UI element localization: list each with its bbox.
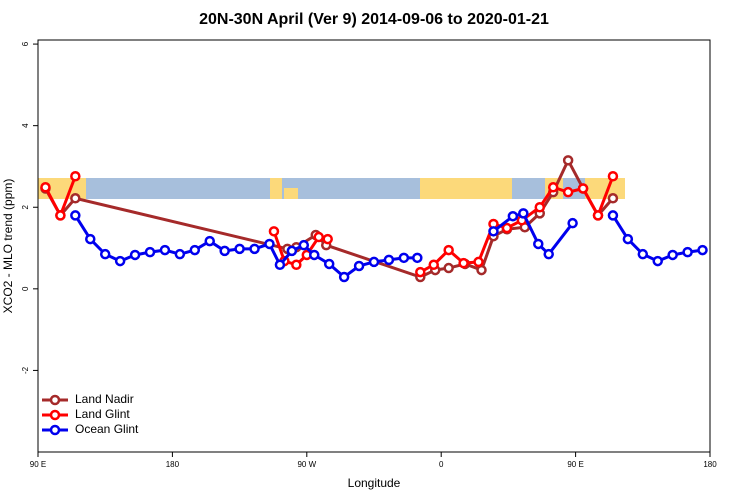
- point: [70, 170, 81, 182]
- x-tick-label: 90 E: [567, 460, 583, 469]
- x-tick-label: 180: [166, 460, 180, 469]
- y-tick-label: 6: [21, 41, 30, 46]
- point: [55, 210, 66, 221]
- point: [622, 233, 634, 245]
- point: [219, 245, 230, 257]
- y-tick-label: -2: [21, 366, 30, 374]
- x-tick-label: 90 W: [297, 460, 316, 469]
- legend-label: Land Nadir: [75, 392, 134, 406]
- legend-marker: [49, 409, 61, 421]
- legend-label: Ocean Glint: [75, 422, 139, 436]
- x-tick-label: 180: [703, 460, 717, 469]
- point: [637, 248, 649, 260]
- point: [443, 262, 454, 274]
- plot-frame: [37, 39, 711, 453]
- point: [533, 238, 544, 250]
- point: [428, 259, 439, 271]
- point: [412, 252, 423, 264]
- point: [383, 254, 395, 266]
- point: [592, 210, 604, 221]
- point: [652, 255, 663, 267]
- point: [398, 252, 410, 264]
- point: [473, 256, 484, 268]
- point: [249, 243, 260, 255]
- chart-title: 20N-30N April (Ver 9) 2014-09-06 to 2020…: [199, 11, 549, 28]
- point: [144, 246, 156, 258]
- point: [268, 226, 280, 237]
- point: [667, 249, 678, 261]
- point: [234, 243, 245, 255]
- point: [159, 244, 171, 256]
- point: [607, 210, 619, 221]
- y-tick-label: 0: [21, 286, 30, 291]
- point: [286, 245, 298, 257]
- point: [322, 233, 333, 245]
- point: [488, 226, 499, 237]
- legend-marker: [49, 394, 61, 406]
- point: [562, 186, 574, 198]
- point: [189, 244, 201, 256]
- point: [291, 259, 302, 271]
- point: [264, 238, 275, 250]
- point: [507, 210, 519, 222]
- point: [298, 239, 310, 251]
- point: [338, 271, 350, 283]
- y-tick-label: 2: [21, 204, 30, 209]
- point: [85, 233, 96, 245]
- y-axis-label: XCO2 - MLO trend (ppm): [1, 179, 15, 314]
- point: [274, 259, 286, 271]
- point: [313, 231, 324, 243]
- x-tick-label: 0: [439, 460, 444, 469]
- y-tick-label: 4: [21, 123, 30, 128]
- point: [443, 244, 454, 256]
- point: [547, 182, 559, 193]
- point: [697, 244, 708, 256]
- point: [415, 266, 426, 278]
- point: [368, 256, 380, 268]
- point: [323, 258, 335, 270]
- point: [129, 249, 141, 261]
- x-tick-label: 90 E: [30, 460, 46, 469]
- point: [40, 182, 51, 193]
- point: [458, 257, 469, 269]
- point: [353, 260, 365, 272]
- point: [114, 255, 126, 267]
- point: [562, 155, 574, 166]
- point: [567, 217, 578, 229]
- point: [174, 248, 186, 260]
- point: [518, 208, 529, 219]
- legend-marker: [49, 424, 61, 436]
- point: [99, 248, 111, 260]
- point: [607, 170, 619, 182]
- point: [476, 264, 487, 276]
- point: [309, 249, 320, 261]
- point: [534, 201, 546, 213]
- point: [204, 235, 215, 247]
- x-axis-label: Longitude: [348, 476, 401, 490]
- legend-label: Land Glint: [75, 407, 130, 421]
- map-strip: [38, 178, 625, 199]
- point: [577, 183, 589, 194]
- point: [607, 193, 619, 204]
- point: [682, 246, 693, 258]
- point: [70, 193, 81, 204]
- point: [70, 210, 81, 221]
- point: [501, 222, 513, 234]
- point: [543, 248, 554, 260]
